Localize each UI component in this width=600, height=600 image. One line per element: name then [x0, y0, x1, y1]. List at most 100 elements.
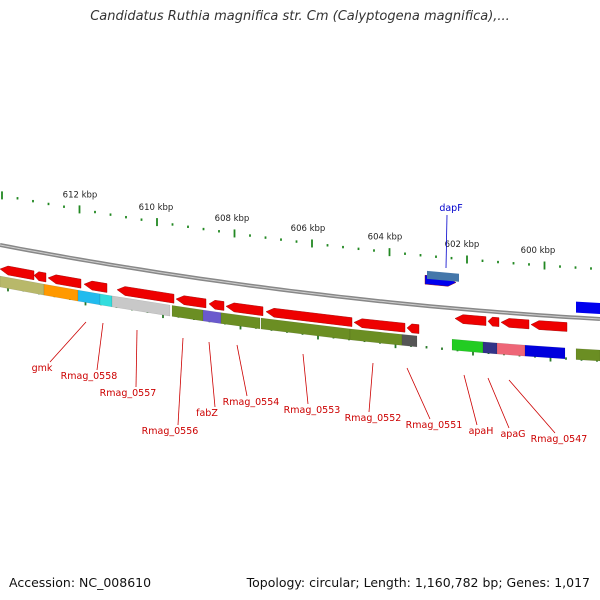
- minor-tick: [528, 263, 530, 266]
- gene-arrow: [175, 295, 207, 309]
- minor-tick: [109, 213, 112, 216]
- gene-arrow-layer: [0, 265, 600, 334]
- scale-label: 604 kbp: [368, 233, 403, 243]
- gene-label: dapF: [439, 203, 462, 214]
- major-tick: [388, 248, 391, 257]
- minor-tick: [357, 247, 360, 251]
- gene-label: Rmag_0551: [406, 420, 463, 431]
- leader-line: [96, 322, 104, 371]
- gene-arrow: [487, 316, 500, 327]
- backbone-layer: [0, 243, 600, 321]
- feature-bar-layer: [0, 275, 600, 362]
- major-tick: [1, 191, 3, 200]
- leader-line: [406, 367, 431, 420]
- gene-arrow: [576, 301, 600, 314]
- feature-bar: [202, 309, 222, 324]
- leader-line: [302, 353, 309, 405]
- minor-tick: [171, 223, 174, 226]
- scale-label: 600 kbp: [521, 246, 556, 256]
- gene-arrow: [116, 286, 175, 304]
- major-tick: [78, 205, 81, 214]
- feature-bar: [171, 305, 204, 322]
- minor-tick: [497, 260, 499, 264]
- minor-tick: [512, 262, 515, 265]
- minor-tick: [295, 240, 298, 243]
- feature-bar: [575, 348, 600, 362]
- tick-layer: [1, 191, 598, 362]
- major-tick: [233, 229, 236, 238]
- major-tick: [156, 218, 158, 227]
- leader-line: [487, 377, 510, 429]
- minor-tick: [342, 245, 344, 249]
- gene-label: apaG: [500, 429, 525, 440]
- genome-info-text: Topology: circular; Length: 1,160,782 bp…: [246, 575, 590, 590]
- minor-tick: [450, 256, 453, 260]
- gene-arrow: [225, 302, 264, 317]
- leader-line: [508, 379, 556, 434]
- minor-tick: [16, 197, 19, 200]
- gene-arrow: [265, 308, 353, 327]
- scale-label: 610 kbp: [139, 203, 174, 213]
- scale-label: 606 kbp: [291, 224, 326, 234]
- gene-label: Rmag_0554: [223, 397, 280, 408]
- minor-tick: [218, 230, 220, 233]
- minor-tick: [187, 225, 189, 228]
- leader-line: [135, 329, 138, 388]
- minor-tick: [280, 238, 282, 241]
- gene-label: apaH: [469, 426, 494, 437]
- feature-bar: [349, 328, 403, 346]
- minor-tick: [565, 357, 567, 360]
- minor-tick: [574, 266, 577, 269]
- major-tick: [543, 261, 546, 270]
- gene-arrow: [530, 320, 568, 332]
- backbone-highlight: [0, 244, 600, 320]
- feature-bar: [482, 341, 498, 355]
- gene-label: fabZ: [196, 408, 218, 419]
- gene-label: Rmag_0552: [345, 413, 402, 424]
- feature-bar: [111, 295, 171, 317]
- leader-line: [463, 374, 478, 426]
- leader-line: [49, 321, 87, 363]
- leader-line: [236, 344, 248, 397]
- leader-line: [177, 337, 184, 426]
- gene-label: gmk: [32, 363, 53, 374]
- minor-tick: [441, 347, 443, 350]
- scale-label: 608 kbp: [215, 214, 250, 224]
- gene-label: Rmag_0556: [142, 426, 199, 437]
- feature-bar: [401, 334, 418, 348]
- minor-tick: [264, 236, 267, 239]
- map-title: Candidatus Ruthia magnifica str. Cm (Cal…: [90, 9, 510, 24]
- gene-label: Rmag_0557: [100, 388, 157, 399]
- gene-label: Rmag_0547: [531, 434, 588, 445]
- minor-tick: [249, 234, 251, 237]
- minor-tick: [125, 215, 127, 219]
- feature-bar: [451, 338, 484, 354]
- feature-bar: [524, 344, 566, 360]
- leader-line-layer: [49, 214, 556, 434]
- minor-tick: [559, 265, 561, 268]
- minor-tick: [202, 227, 205, 231]
- leader-line: [368, 362, 374, 413]
- accession-text: Accession: NC_008610: [9, 575, 152, 590]
- scale-label: 602 kbp: [445, 240, 480, 250]
- feature-bar: [427, 270, 459, 282]
- minor-tick: [326, 244, 329, 247]
- gene-arrow: [353, 318, 406, 333]
- minor-tick: [63, 205, 65, 208]
- major-tick: [311, 239, 313, 248]
- feature-bar: [220, 312, 261, 330]
- minor-tick: [94, 210, 96, 214]
- minor-tick: [47, 202, 50, 206]
- minor-tick: [419, 254, 422, 257]
- minor-tick: [32, 199, 34, 203]
- gene-arrow: [33, 271, 47, 283]
- major-tick: [466, 255, 468, 264]
- minor-tick: [481, 259, 484, 263]
- minor-tick: [404, 252, 406, 255]
- gene-label: Rmag_0558: [61, 371, 118, 382]
- feature-bar: [496, 342, 526, 357]
- minor-tick: [435, 255, 437, 258]
- gene-arrow: [83, 280, 108, 293]
- leader-line: [208, 341, 216, 408]
